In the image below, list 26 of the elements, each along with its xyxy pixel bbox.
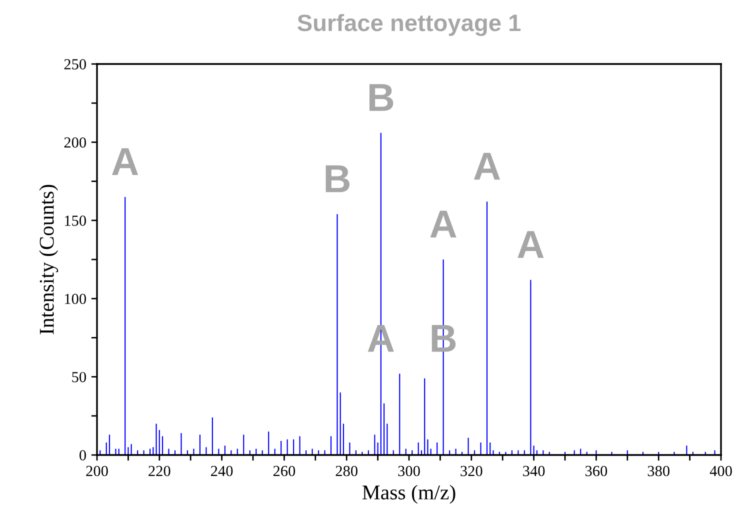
annotation: A xyxy=(430,210,456,238)
y-tick-label: 0 xyxy=(80,450,86,460)
y-tick-label: 200 xyxy=(64,137,86,148)
x-tick-label: 380 xyxy=(648,466,670,476)
x-tick-label: 260 xyxy=(273,466,296,476)
x-tick-label: 320 xyxy=(460,466,482,476)
x-tick-label: 280 xyxy=(336,466,358,476)
annotation: A xyxy=(112,148,138,175)
x-tick-label: 200 xyxy=(86,466,108,476)
y-tick-label: 100 xyxy=(65,294,86,304)
y-tick-label: 250 xyxy=(64,59,86,70)
x-tick-label: 340 xyxy=(523,466,545,476)
y-axis-title: Intensity (Counts) xyxy=(39,184,58,334)
annotation: B xyxy=(369,84,394,111)
annotation: A xyxy=(474,152,500,180)
x-tick-label: 220 xyxy=(148,466,170,476)
x-tick-label: 300 xyxy=(398,466,420,476)
y-tick-label: 150 xyxy=(65,216,86,226)
x-tick-label: 240 xyxy=(211,466,233,476)
annotation: B xyxy=(326,165,350,192)
annotation: A xyxy=(518,231,544,258)
chart-title: Surface nettoyage 1 xyxy=(297,14,521,36)
x-tick-label: 400 xyxy=(710,466,732,476)
x-tick-label: 360 xyxy=(585,466,608,476)
x-axis-title: Mass (m/z) xyxy=(362,484,456,504)
y-tick-label: 50 xyxy=(72,372,86,382)
